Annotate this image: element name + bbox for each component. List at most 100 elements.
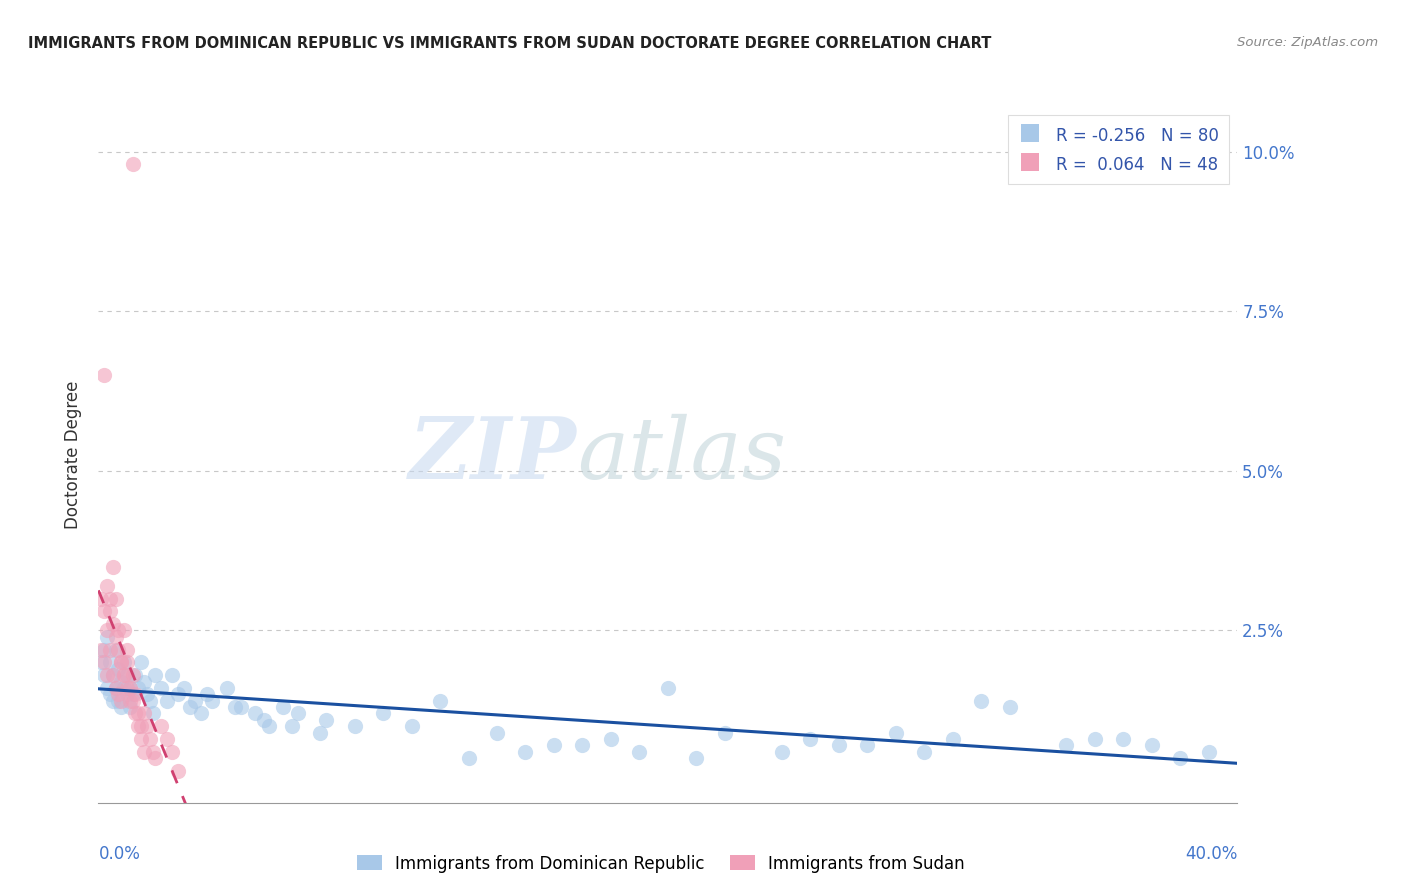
Point (115, 687, 138, 701)
Point (195, 687, 218, 701)
Text: ZIP: ZIP (409, 413, 576, 497)
Point (315, 713, 337, 727)
Point (124, 687, 146, 701)
Point (104, 630, 127, 644)
Y-axis label: Doctorate Degree: Doctorate Degree (65, 381, 83, 529)
Point (107, 694, 129, 708)
Point (138, 694, 160, 708)
Point (1112, 731, 1135, 746)
Point (259, 719, 281, 733)
Point (115, 642, 138, 657)
Point (856, 739, 879, 753)
Point (101, 559, 124, 574)
Point (107, 624, 129, 638)
Point (132, 674, 155, 689)
Point (118, 700, 141, 714)
Point (96, 630, 118, 644)
Point (115, 668, 138, 682)
Point (215, 681, 238, 695)
Point (112, 656, 135, 670)
Point (112, 681, 135, 695)
Point (942, 731, 965, 746)
Text: 40.0%: 40.0% (1185, 845, 1237, 863)
Point (201, 694, 224, 708)
Point (98, 642, 121, 657)
Point (104, 591, 127, 606)
Point (457, 751, 479, 765)
Point (799, 731, 821, 746)
Point (104, 642, 127, 657)
Point (135, 687, 157, 701)
Point (173, 681, 195, 695)
Point (110, 700, 132, 714)
Point (124, 706, 146, 721)
Point (124, 668, 146, 682)
Point (179, 700, 201, 714)
Point (104, 681, 127, 695)
Point (98, 656, 121, 670)
Point (118, 681, 141, 695)
Point (93, 368, 115, 383)
Point (121, 157, 143, 171)
Point (224, 700, 246, 714)
Point (98, 591, 121, 606)
Point (828, 739, 851, 753)
Point (129, 731, 152, 746)
Point (121, 668, 143, 682)
Point (98, 687, 121, 701)
Text: atlas: atlas (576, 414, 786, 496)
Point (93, 642, 115, 657)
Point (243, 706, 266, 721)
Point (970, 694, 993, 708)
Point (373, 706, 395, 721)
Point (101, 668, 124, 682)
Point (93, 668, 115, 682)
Point (129, 719, 152, 733)
Point (127, 719, 149, 733)
Point (912, 745, 935, 759)
Point (138, 731, 160, 746)
Legend: R = -0.256   N = 80, R =  0.064   N = 48: R = -0.256 N = 80, R = 0.064 N = 48 (1008, 115, 1229, 185)
Point (167, 764, 190, 778)
Point (96, 681, 118, 695)
Point (101, 668, 124, 682)
Point (150, 719, 173, 733)
Point (90, 591, 112, 606)
Point (1084, 731, 1107, 746)
Point (1140, 739, 1163, 753)
Text: Source: ZipAtlas.com: Source: ZipAtlas.com (1237, 36, 1378, 49)
Point (121, 687, 143, 701)
Point (714, 725, 737, 739)
Point (145, 668, 167, 682)
Point (343, 719, 366, 733)
Point (1170, 751, 1192, 765)
Point (252, 713, 274, 727)
Point (543, 739, 565, 753)
Point (156, 731, 179, 746)
Point (685, 751, 707, 765)
Point (107, 642, 129, 657)
Point (115, 656, 138, 670)
Point (110, 674, 132, 689)
Point (571, 739, 593, 753)
Point (401, 719, 423, 733)
Point (141, 706, 163, 721)
Point (118, 681, 141, 695)
Point (90, 642, 112, 657)
Point (112, 668, 135, 682)
Point (127, 681, 149, 695)
Point (184, 694, 207, 708)
Point (273, 700, 295, 714)
Point (129, 656, 152, 670)
Point (150, 681, 173, 695)
Point (132, 745, 155, 759)
Point (101, 694, 124, 708)
Point (96, 579, 118, 593)
Point (132, 706, 155, 721)
Point (229, 700, 252, 714)
Point (145, 751, 167, 765)
Point (90, 656, 112, 670)
Point (107, 687, 129, 701)
Point (98, 604, 121, 618)
Legend: Immigrants from Dominican Republic, Immigrants from Sudan: Immigrants from Dominican Republic, Immi… (350, 848, 972, 880)
